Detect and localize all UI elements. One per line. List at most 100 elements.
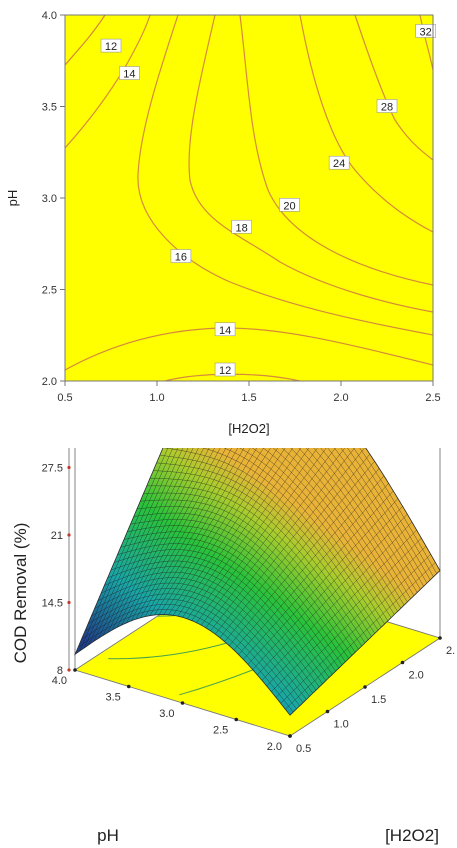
surface-mesh-line — [93, 448, 244, 642]
surface-mesh-line — [218, 448, 434, 577]
contour-label-box — [415, 24, 436, 38]
y-tick-label: 3.0 — [42, 193, 57, 205]
x-tick-mark — [325, 709, 330, 714]
y-tick-label: 3.5 — [105, 692, 120, 704]
contour-plot: 12 14 32 28 24 20 18 16 14 12 0.5 1.0 1.5 2.0 2.5 2.0… — [5, 10, 441, 436]
contour-line-24 — [299, 14, 434, 233]
z-tick-mark — [67, 465, 71, 470]
surface-mesh-line — [196, 448, 347, 623]
surface-mesh-line — [126, 448, 277, 624]
contour-label: 14 — [123, 69, 135, 81]
contour-label: 14 — [219, 325, 231, 337]
contour-line-32 — [419, 14, 434, 71]
y-tick-mark — [288, 734, 292, 738]
surface-mesh-line — [149, 448, 300, 616]
surface-mesh-line — [208, 448, 424, 587]
surface-mesh-line — [243, 490, 394, 660]
surface-mesh-line — [98, 448, 249, 639]
surface-mesh-line — [210, 448, 361, 631]
surface-mesh-line — [168, 448, 319, 615]
contour-label-box — [214, 322, 236, 337]
contour-label: 24 — [333, 158, 345, 170]
x-tick-label: 0.5 — [296, 743, 311, 755]
surface-mesh-line — [215, 448, 366, 635]
contour-label-box — [170, 249, 192, 263]
surface-mesh-line — [247, 498, 399, 665]
surface-y-axis: 2.0 2.5 3.0 3.5 4.0 — [52, 668, 292, 753]
surface-mesh-line — [266, 529, 417, 687]
surface-mesh-line — [229, 468, 380, 646]
surface-mesh-line — [195, 448, 411, 599]
surface-mesh-line — [79, 448, 230, 652]
surface-x-axis-label: [H2O2] — [385, 826, 439, 845]
x-tick-label: 1.0 — [149, 392, 164, 404]
surface-mesh-line — [140, 448, 291, 618]
surface-mesh-line — [201, 448, 352, 626]
x-tick-label: 2. — [446, 645, 455, 657]
y-tick-mark — [126, 684, 131, 689]
z-tick-mark — [67, 600, 71, 605]
contour-label: 18 — [236, 222, 248, 234]
y-tick-label: 2.0 — [267, 741, 282, 753]
x-tick-label: 1.0 — [334, 719, 349, 731]
y-tick-label: 4.0 — [52, 675, 67, 687]
y-tick-mark — [180, 701, 185, 705]
z-tick-label: 27.5 — [42, 463, 63, 475]
surface-mesh-line — [158, 448, 310, 615]
surface-mesh-line — [173, 448, 324, 616]
surface-mesh-line — [205, 448, 421, 590]
z-tick-label: 21 — [51, 530, 63, 542]
contour-label-box — [100, 38, 122, 53]
surface-mesh-line — [144, 448, 296, 617]
contour-label-box — [231, 219, 252, 234]
surface-mesh-line — [233, 475, 385, 651]
surface-mesh-line — [261, 521, 413, 681]
surface-x-axis: 0.5 1.0 1.5 2.0 2. — [288, 636, 455, 755]
contour-label: 12 — [105, 41, 117, 53]
contour-line-28 — [354, 14, 434, 161]
surface-mesh-line — [202, 448, 418, 593]
surface-mesh-line — [221, 448, 437, 574]
surface-mesh-line — [102, 448, 254, 636]
contour-y-ticks: 2.0 2.5 3.0 3.5 4.0 — [42, 10, 65, 388]
contour-line-14-top — [64, 14, 151, 149]
x-tick-label: 2.5 — [425, 392, 440, 404]
surface-mesh-line — [205, 448, 357, 628]
surface-mesh-line — [211, 448, 428, 584]
contour-labels: 12 14 32 28 24 20 18 16 14 12 — [100, 24, 436, 377]
contour-label-box — [328, 155, 350, 170]
surface-mesh-line — [275, 545, 427, 698]
surface-mesh-line — [112, 448, 263, 631]
surface-mesh-line — [88, 448, 240, 645]
surface-mesh-line — [177, 448, 328, 617]
contour-label: 16 — [175, 252, 187, 264]
contour-y-axis-label: pH — [5, 190, 20, 207]
surface-mesh-line — [257, 513, 408, 676]
y-tick-mark — [234, 717, 239, 722]
surface-mesh-line — [84, 448, 235, 648]
y-tick-label: 2.0 — [42, 376, 57, 388]
x-tick-label: 2.0 — [409, 670, 424, 682]
contour-label-box — [214, 362, 236, 377]
y-tick-label: 3.5 — [42, 102, 57, 114]
surface-y-axis-label: pH — [97, 826, 119, 845]
surface-mesh-line — [182, 448, 333, 618]
surface-mesh-line — [187, 448, 338, 619]
x-tick-label: 1.5 — [241, 392, 256, 404]
x-tick-label: 0.5 — [57, 392, 72, 404]
contour-label: 32 — [420, 26, 432, 38]
y-tick-label: 2.5 — [42, 285, 57, 297]
y-tick-label: 4.0 — [42, 10, 57, 22]
surface-mesh-line — [219, 453, 371, 638]
surface-mesh-line — [198, 448, 415, 596]
z-tick-label: 14.5 — [42, 598, 63, 610]
contour-label-box — [119, 66, 140, 80]
x-tick-label: 1.5 — [371, 694, 386, 706]
contour-label: 28 — [381, 102, 393, 114]
surface-mesh-line — [238, 483, 389, 655]
surface-mesh-line — [191, 448, 342, 621]
surface-mesh-line — [121, 448, 272, 626]
